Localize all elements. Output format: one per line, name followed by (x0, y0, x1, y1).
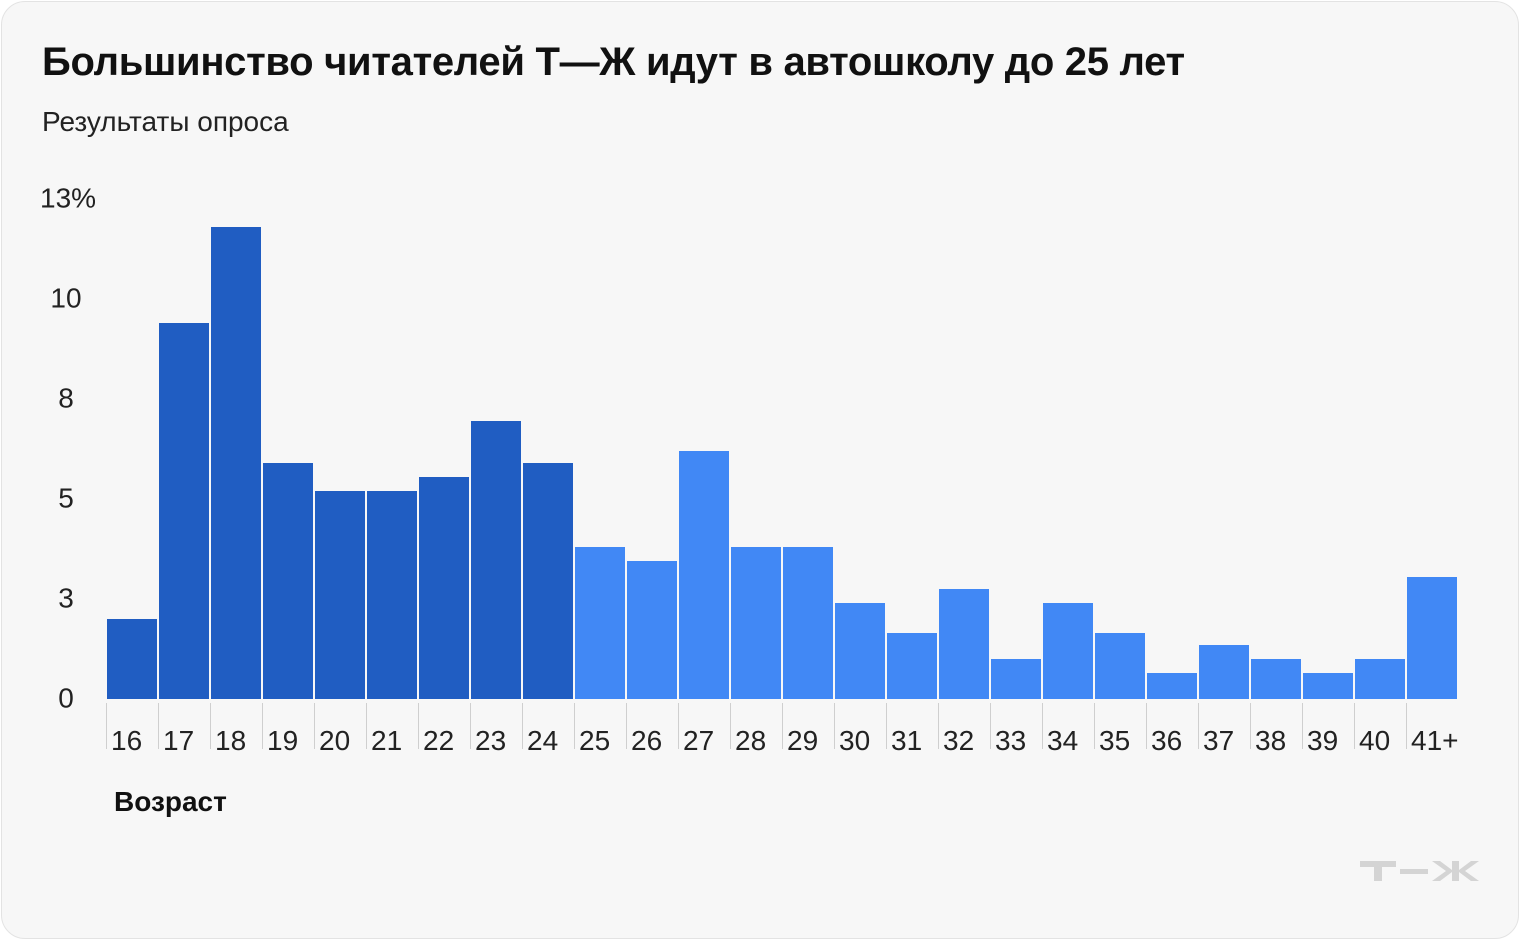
bar-28 (731, 547, 781, 699)
x-tick-label: 33 (995, 725, 1026, 756)
bar-26 (627, 561, 677, 699)
x-tick-label: 21 (371, 725, 402, 756)
bar-39 (1303, 673, 1353, 699)
y-tick-label: 3 (58, 582, 74, 613)
bar-18 (211, 227, 261, 699)
bar-27 (679, 451, 729, 699)
bar-21 (367, 491, 417, 699)
x-tick-label: 17 (163, 725, 194, 756)
bar-33 (991, 659, 1041, 699)
bar-35 (1095, 633, 1145, 699)
bar-41+ (1407, 577, 1457, 699)
x-tick-label: 23 (475, 725, 506, 756)
x-tick-label: 18 (215, 725, 246, 756)
x-axis-label: Возраст (114, 786, 227, 817)
bar-20 (315, 491, 365, 699)
bar-36 (1147, 673, 1197, 699)
x-tick-label: 36 (1151, 725, 1182, 756)
tj-logo-icon (1360, 861, 1479, 881)
x-tick-label: 30 (839, 725, 870, 756)
x-tick-label: 24 (527, 725, 558, 756)
bar-40 (1355, 659, 1405, 699)
x-tick-label: 28 (735, 725, 766, 756)
bar-31 (887, 633, 937, 699)
bar-32 (939, 589, 989, 699)
bar-19 (263, 463, 313, 699)
bar-25 (575, 547, 625, 699)
bar-24 (523, 463, 573, 699)
x-tick-label: 37 (1203, 725, 1234, 756)
bar-29 (783, 547, 833, 699)
x-tick-label: 26 (631, 725, 662, 756)
y-tick-label: 10 (50, 282, 81, 313)
x-tick-label: 20 (319, 725, 350, 756)
x-tick-label: 29 (787, 725, 818, 756)
bar-30 (835, 603, 885, 699)
bar-16 (107, 619, 157, 699)
x-tick-label: 32 (943, 725, 974, 756)
bar-37 (1199, 645, 1249, 699)
x-tick-label: 16 (111, 725, 142, 756)
chart-subtitle: Результаты опроса (42, 106, 289, 137)
bar-22 (419, 477, 469, 699)
x-tick-label: 35 (1099, 725, 1130, 756)
x-tick-label: 22 (423, 725, 454, 756)
bar-23 (471, 421, 521, 699)
x-tick-label: 39 (1307, 725, 1338, 756)
bar-34 (1043, 603, 1093, 699)
x-tick-label: 41+ (1411, 725, 1459, 756)
x-tick-label: 19 (267, 725, 298, 756)
x-tick-label: 34 (1047, 725, 1078, 756)
x-tick-label: 31 (891, 725, 922, 756)
y-tick-label: 13% (40, 182, 96, 213)
chart-title: Большинство читателей Т—Ж идут в автошко… (42, 40, 1185, 84)
x-tick-label: 38 (1255, 725, 1286, 756)
x-tick-label: 40 (1359, 725, 1390, 756)
y-tick-label: 5 (58, 482, 74, 513)
y-tick-label: 0 (58, 682, 74, 713)
bar-38 (1251, 659, 1301, 699)
bar-17 (159, 323, 209, 699)
x-tick-label: 27 (683, 725, 714, 756)
y-tick-label: 8 (58, 382, 74, 413)
x-tick-label: 25 (579, 725, 610, 756)
